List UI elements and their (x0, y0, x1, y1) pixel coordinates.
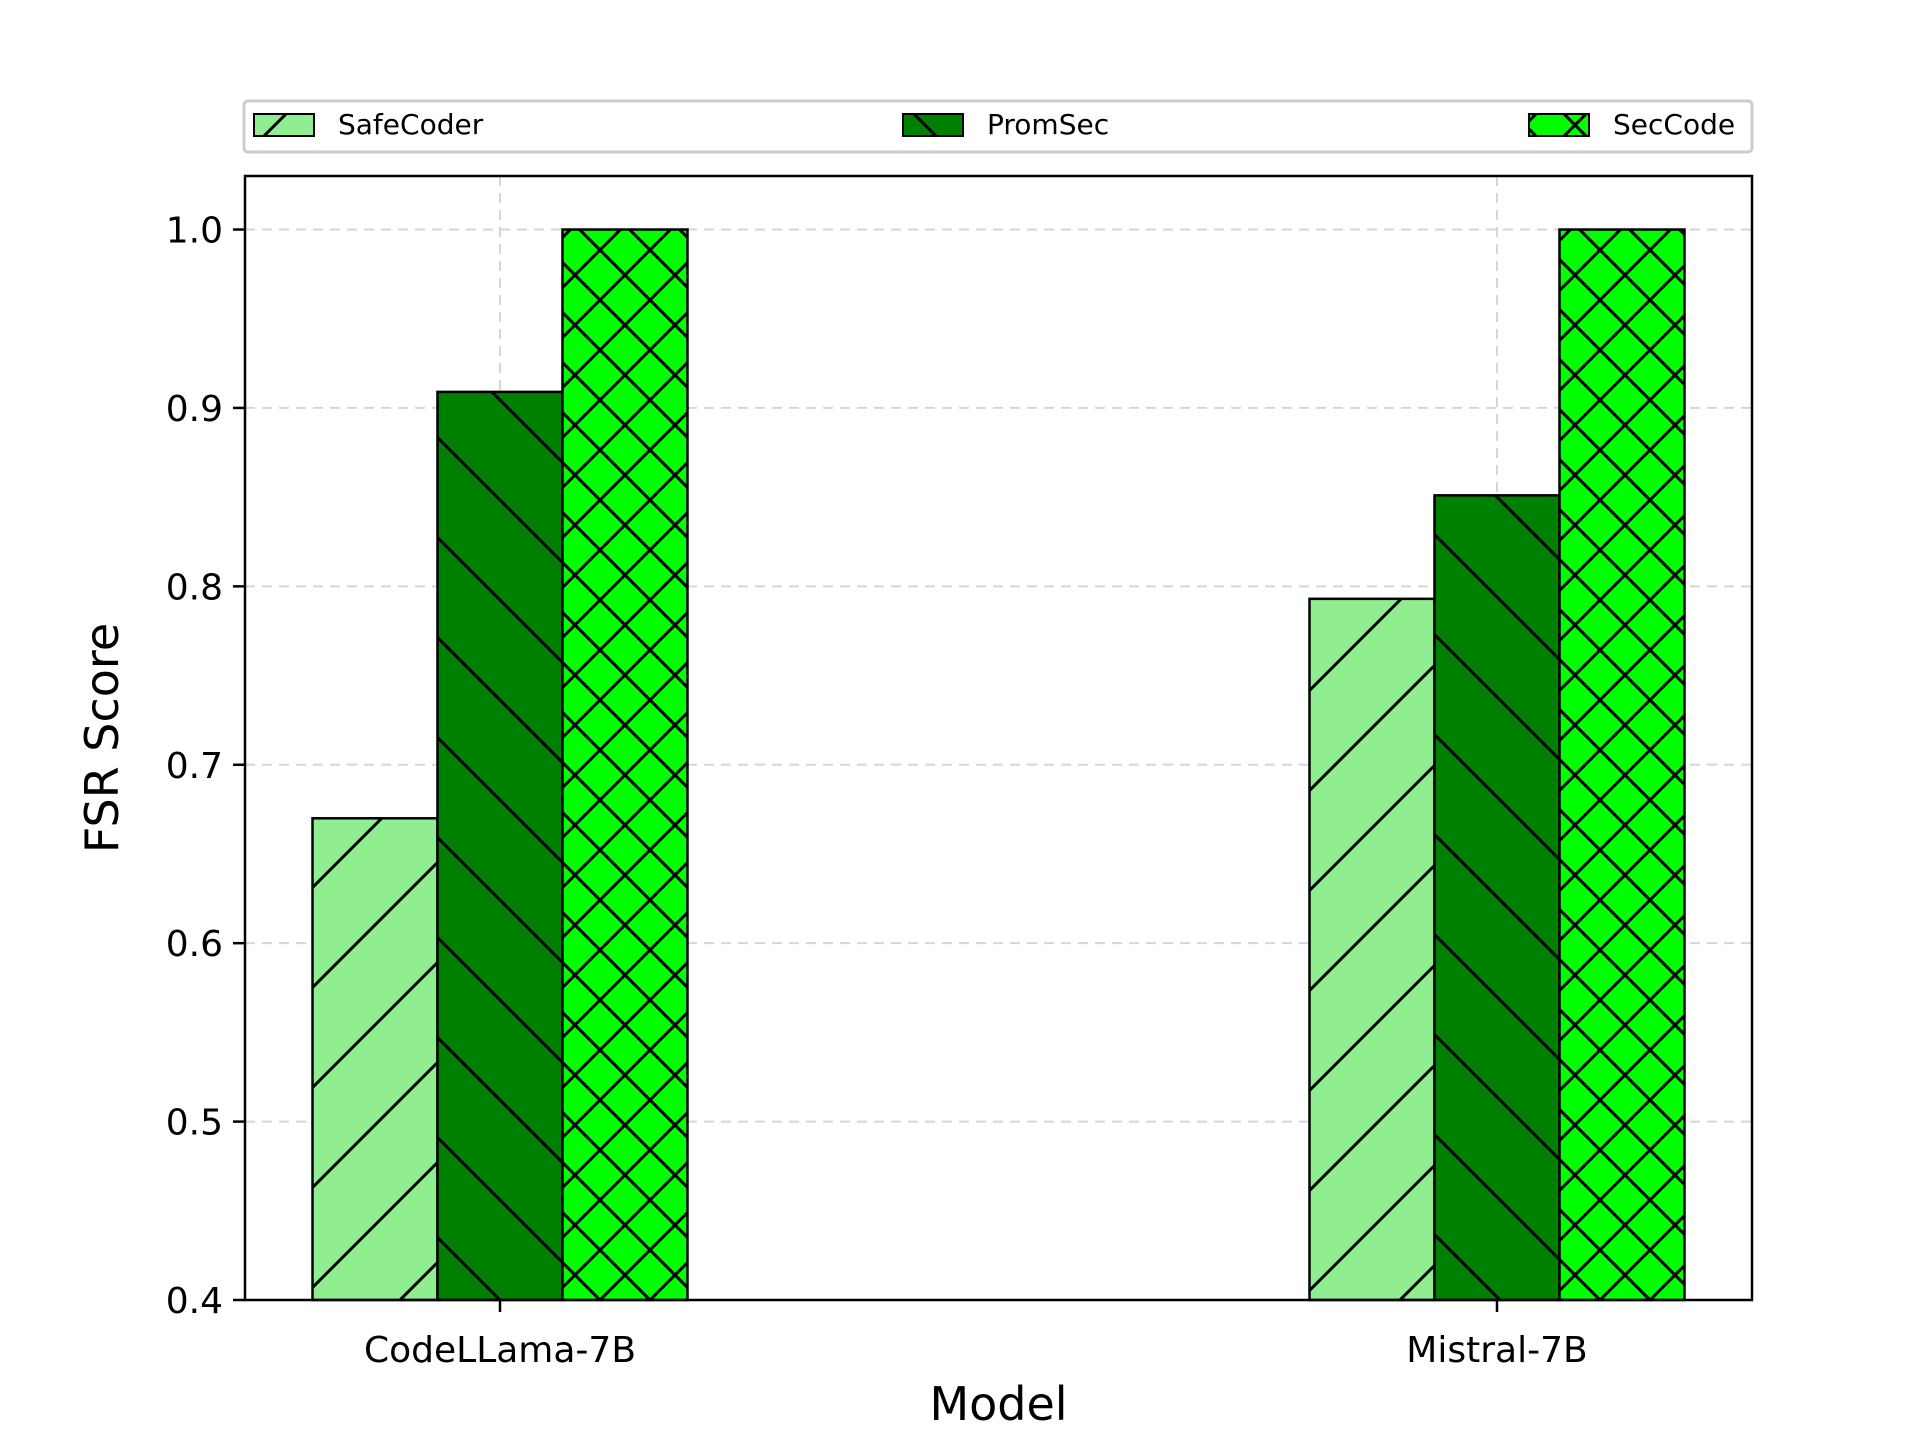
y-tick-label: 0.8 (166, 567, 223, 608)
x-tick-label: CodeLLama-7B (364, 1330, 636, 1371)
y-tick-label: 0.5 (166, 1103, 223, 1144)
x-axis-title: Model (929, 1377, 1067, 1431)
legend-label: PromSec (987, 108, 1109, 141)
y-axis-title: FSR Score (75, 623, 129, 853)
legend-label: SecCode (1613, 108, 1735, 141)
bar-seccode (1558, 228, 1686, 1302)
legend-swatch (253, 113, 315, 137)
legend-swatch (902, 113, 964, 137)
legend-label: SafeCoder (338, 108, 484, 141)
legend-box (242, 99, 1754, 154)
y-tick-label: 0.6 (166, 924, 223, 965)
legend: SafeCoder PromSec SecCode (242, 99, 1754, 154)
y-tick-label: 0.9 (166, 389, 223, 430)
y-tick-label: 0.4 (166, 1281, 223, 1322)
plot-frame (243, 174, 1754, 1302)
bar-safecoder (311, 817, 439, 1302)
bars (311, 228, 1686, 1302)
bar-promsec (1433, 494, 1561, 1302)
x-tick-label: Mistral-7B (1406, 1330, 1587, 1371)
axis-ticks: 0.4 0.5 0.6 0.7 0.8 0.9 1.0 CodeLLama-7B Mistral… (166, 211, 1588, 1371)
bar-promsec (436, 390, 564, 1302)
bar-safecoder (1308, 597, 1436, 1302)
y-tick-label: 0.7 (166, 746, 223, 787)
legend-swatch (1528, 113, 1590, 137)
bar-seccode (561, 228, 689, 1302)
y-tick-label: 1.0 (166, 211, 223, 252)
